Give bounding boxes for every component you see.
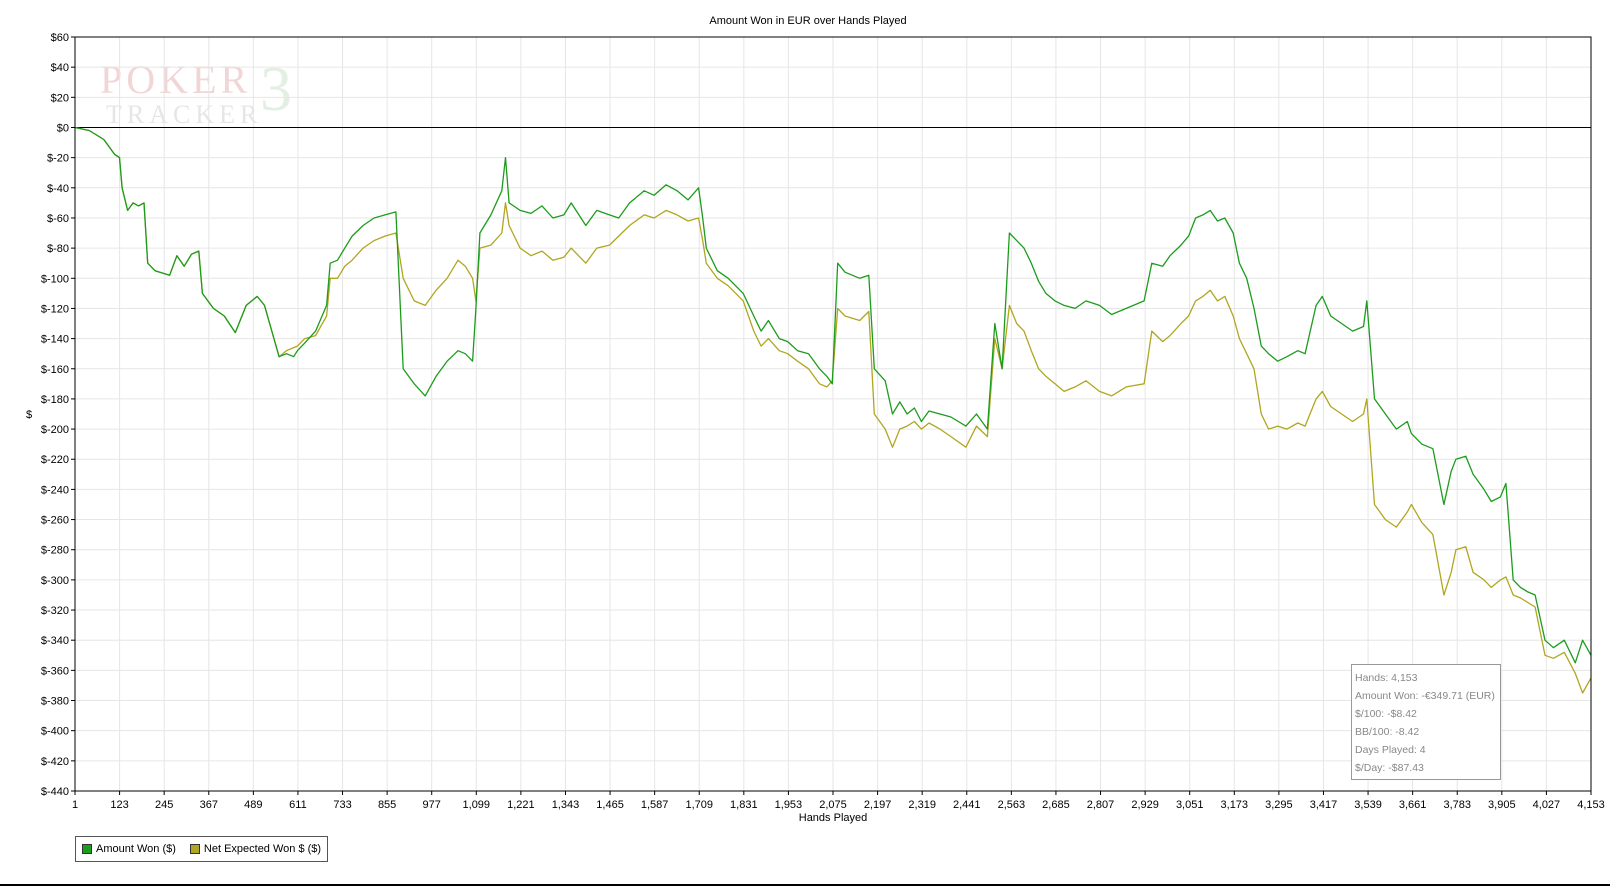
- y-tick-label: $-180: [41, 394, 69, 406]
- y-tick-label: $60: [51, 32, 69, 44]
- info-per-day: $/Day: -$87.43: [1355, 762, 1424, 774]
- x-tick-label: 3,417: [1310, 799, 1338, 811]
- y-tick-label: $-340: [41, 635, 69, 647]
- y-axis-ticks: $60 $40 $20 $0 $-20 $-40 $-60 $-80 $-100 $-120 $-1…: [41, 32, 75, 798]
- series-line-net-expected-won: [74, 126, 1592, 694]
- y-tick-label: $-140: [41, 334, 69, 346]
- x-tick-label: 1,465: [596, 799, 624, 811]
- y-tick-label: $-20: [47, 153, 69, 165]
- y-tick-label: $-360: [41, 665, 69, 677]
- x-tick-label: 3,295: [1265, 799, 1293, 811]
- legend-item-net-expected[interactable]: Net Expected Won $ ($): [189, 843, 322, 855]
- x-tick-label: 3,173: [1221, 799, 1249, 811]
- x-axis-label: Hands Played: [799, 812, 868, 824]
- x-tick-label: 245: [155, 799, 173, 811]
- x-tick-label: 489: [244, 799, 262, 811]
- x-tick-label: 2,197: [864, 799, 892, 811]
- x-tick-label: 2,929: [1131, 799, 1159, 811]
- info-hands: Hands: 4,153: [1355, 672, 1418, 684]
- y-tick-label: $-160: [41, 364, 69, 376]
- legend-label: Amount Won ($): [96, 843, 176, 855]
- info-days-played: Days Played: 4: [1355, 744, 1426, 756]
- stats-tooltip: Hands: 4,153 Amount Won: -€349.71 (EUR) …: [1351, 664, 1501, 780]
- y-tick-label: $-420: [41, 756, 69, 768]
- x-tick-label: 1,953: [775, 799, 803, 811]
- y-tick-label: $-240: [41, 484, 69, 496]
- y-tick-label: $-400: [41, 726, 69, 738]
- y-tick-label: $0: [57, 122, 69, 134]
- series-line-amount-won: [74, 126, 1592, 664]
- y-tick-label: $-380: [41, 696, 69, 708]
- x-tick-label: 977: [423, 799, 441, 811]
- info-per-100: $/100: -$8.42: [1355, 708, 1417, 720]
- y-axis-label: $: [26, 409, 32, 421]
- x-tick-label: 3,905: [1488, 799, 1516, 811]
- x-tick-label: 2,319: [908, 799, 936, 811]
- x-tick-label: 2,441: [953, 799, 981, 811]
- y-tick-label: $-220: [41, 454, 69, 466]
- y-tick-label: $-100: [41, 273, 69, 285]
- x-tick-label: 733: [333, 799, 351, 811]
- x-tick-label: 2,685: [1042, 799, 1070, 811]
- x-tick-label: 611: [289, 799, 307, 811]
- x-tick-label: 2,075: [819, 799, 847, 811]
- x-tick-label: 855: [378, 799, 396, 811]
- y-tick-label: $40: [51, 62, 69, 74]
- x-tick-label: 1,709: [685, 799, 713, 811]
- x-tick-label: 4,027: [1533, 799, 1561, 811]
- x-tick-label: 3,051: [1176, 799, 1204, 811]
- x-tick-label: 2,563: [998, 799, 1026, 811]
- legend-swatch: [82, 844, 92, 854]
- chart-title: Amount Won in EUR over Hands Played: [709, 15, 906, 27]
- y-tick-label: $-300: [41, 575, 69, 587]
- info-bb-100: BB/100: -8.42: [1355, 726, 1420, 738]
- y-tick-label: $-60: [47, 213, 69, 225]
- x-tick-label: 4,153: [1577, 799, 1605, 811]
- x-tick-label: 1,587: [641, 799, 669, 811]
- legend-item-amount-won[interactable]: Amount Won ($): [82, 843, 176, 855]
- x-tick-label: 123: [110, 799, 128, 811]
- x-tick-label: 1,343: [552, 799, 580, 811]
- x-tick-label: 2,807: [1087, 799, 1115, 811]
- window-bottom-border: [0, 884, 1610, 886]
- x-tick-label: 1,831: [730, 799, 758, 811]
- y-tick-label: $-320: [41, 605, 69, 617]
- x-axis-ticks: 1 123 245 367 489 611 733 855 977 1,099 1,221 1,343…: [72, 791, 1605, 811]
- y-tick-label: $-80: [47, 243, 69, 255]
- series-lines: [74, 126, 1592, 694]
- pokertracker-logo-watermark: POKER TRACKER 3: [100, 53, 292, 129]
- x-tick-label: 1,221: [507, 799, 535, 811]
- x-tick-label: 3,539: [1354, 799, 1382, 811]
- y-tick-label: $-280: [41, 545, 69, 557]
- y-tick-label: $-200: [41, 424, 69, 436]
- x-tick-label: 3,661: [1399, 799, 1427, 811]
- y-tick-label: $-260: [41, 515, 69, 527]
- y-tick-label: $-40: [47, 183, 69, 195]
- legend-swatch: [189, 844, 200, 854]
- y-tick-label: $-120: [41, 303, 69, 315]
- legend: Amount Won ($) Net Expected Won $ ($): [75, 836, 329, 862]
- legend-label: Net Expected Won $ ($): [203, 843, 322, 855]
- info-amount-won: Amount Won: -€349.71 (EUR): [1355, 690, 1495, 702]
- y-tick-label: $-440: [41, 786, 69, 798]
- y-tick-label: $20: [51, 92, 69, 104]
- x-tick-label: 1,099: [463, 799, 491, 811]
- x-tick-label: 1: [72, 799, 78, 811]
- x-tick-label: 3,783: [1443, 799, 1471, 811]
- x-tick-label: 367: [200, 799, 218, 811]
